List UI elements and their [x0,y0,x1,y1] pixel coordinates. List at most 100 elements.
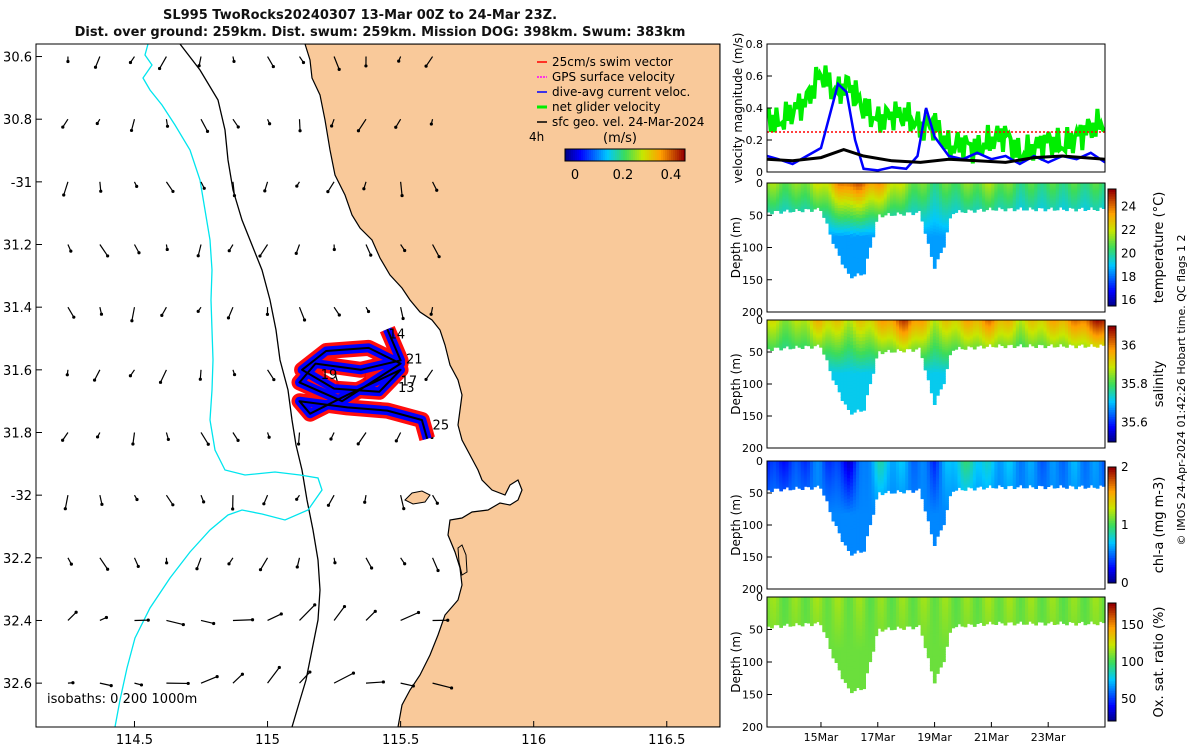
section-cell [871,216,876,219]
section-cell [859,186,863,191]
section-cell [825,187,830,190]
section-cell [810,198,814,200]
section-cell [806,204,811,207]
section-cell [828,212,833,215]
velocity-vector [432,557,440,573]
map-colorbar-cell [653,149,656,161]
section-cell [806,186,811,188]
section-cell [871,234,876,238]
velocity-vector [432,682,454,690]
section-cell [767,203,771,205]
section-cell [825,207,830,210]
section-cell [776,208,780,210]
section-cell [868,237,873,241]
section-cell [843,235,848,239]
map-ytick-label: 30.6 [3,51,32,66]
section-cell [822,198,826,201]
velocity-vector [165,119,170,128]
section-cell [779,196,783,199]
section-cell [770,186,774,189]
day-label: 17 [401,375,418,390]
section-cell [819,190,823,193]
section-cell [859,267,863,272]
section-cell [1095,209,1100,211]
section-cell [828,190,833,194]
section-cell [791,200,796,203]
section-cell [816,197,820,199]
section-cell [791,198,796,200]
section-cell [813,200,817,203]
section-cell [782,198,787,200]
section-cell [856,224,860,229]
section-cell [871,222,876,225]
section-cell [828,220,833,223]
section-cell [939,249,943,253]
section-cell [834,222,839,226]
velocity-vector [365,609,377,621]
section-cell [877,184,882,186]
section-cell [825,221,830,224]
section-cell [865,200,869,204]
section-cell [1015,207,1020,210]
section-cell [785,187,790,189]
section-cell [767,199,771,202]
map-colorbar-cell [643,149,646,161]
section-cell [791,197,796,199]
section-cell [813,199,817,202]
section-cell [810,199,814,201]
section-cell [883,350,888,353]
section-cell [831,192,836,196]
section-cell [819,196,823,199]
section-cell [782,185,787,187]
section-cell [776,197,780,200]
section-cell [800,209,805,212]
section-cell [874,215,879,218]
section-cell [770,205,774,208]
section-ytick-label: 0 [756,177,763,190]
section-cell [859,239,863,244]
map-colorbar-cell [587,149,590,161]
section-cell [834,205,839,209]
section-cell [810,189,814,192]
velocity-vector [165,244,169,252]
map-colorbar: 0 0.2 0.4 [564,148,686,183]
section-cell [846,207,851,212]
section-cell [785,198,790,200]
section-cell [776,190,780,193]
velocity-vector [131,432,136,446]
section-cell [785,204,790,206]
section-cell [791,185,796,187]
section-cell [877,200,882,203]
section-cell [877,186,882,189]
section-cell [837,246,842,251]
section-cell [856,193,860,198]
section-cell [794,200,799,203]
section-cell [767,188,771,191]
velocity-series-net [767,65,1105,165]
velocity-vector [365,244,373,257]
section-cell [877,193,882,196]
section-cell [871,193,876,196]
section-cell [813,206,817,209]
section-cell [788,198,793,201]
section-cell [773,184,777,186]
section-cell [856,258,860,263]
velocity-vector [165,432,170,442]
section-cell [853,257,857,263]
section-cell [880,185,885,188]
section-cell [1003,209,1008,212]
section-cell [877,185,882,188]
section-cell [871,189,876,192]
velocity-vector [298,306,307,322]
section-cell [782,194,787,197]
section-cell [813,196,817,199]
map-colorbar-cell [675,149,678,161]
velocity-vector [400,181,404,198]
velocity-vector [429,119,434,126]
section-cell [794,188,799,191]
section-cell [877,196,882,198]
section-colorbar-label: temperature (°C) [1152,192,1167,304]
section-cell [779,186,783,189]
section-cell [837,194,842,198]
